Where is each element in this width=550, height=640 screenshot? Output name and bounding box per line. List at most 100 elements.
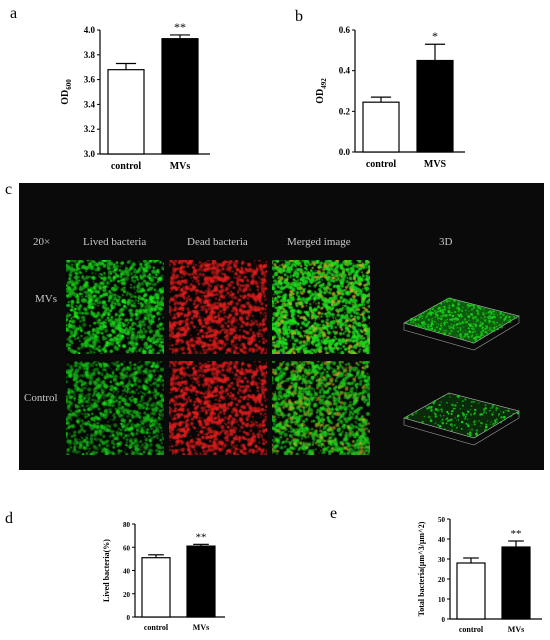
render-speck — [457, 418, 459, 420]
render-speck — [485, 412, 487, 414]
render-speck — [465, 330, 467, 332]
render-speck — [485, 312, 487, 314]
render-speck — [445, 316, 448, 318]
render-speck — [451, 326, 455, 330]
render-speck — [459, 313, 462, 317]
render-speck — [422, 311, 425, 314]
render-speck — [485, 326, 489, 329]
render-speck — [460, 428, 463, 430]
render-speck — [506, 315, 508, 317]
render-speck — [504, 409, 507, 412]
render-speck — [472, 421, 475, 424]
render-speck — [445, 321, 449, 324]
render-speck — [446, 417, 449, 420]
category-label: MVs — [170, 161, 191, 172]
y-tick-label: 20 — [123, 591, 131, 599]
y-axis-label-main: OD — [315, 89, 326, 104]
render-speck — [417, 325, 419, 328]
render-speck — [443, 321, 446, 325]
render-speck — [453, 424, 456, 426]
significance-marker: ** — [174, 20, 186, 34]
render-speck — [479, 307, 482, 310]
render-speck — [497, 415, 499, 417]
render-speck — [463, 318, 467, 321]
render-speck — [475, 318, 479, 321]
render-speck — [456, 335, 458, 337]
render-speck — [438, 425, 442, 428]
render-speck — [469, 408, 472, 411]
y-axis-label-main: Lived bacteria(%) — [102, 539, 111, 602]
render-speck — [453, 318, 456, 320]
render-speck — [499, 311, 503, 315]
render-speck — [436, 408, 440, 412]
render-speck — [452, 303, 454, 305]
render-speck — [451, 304, 455, 307]
bar-mvs — [186, 545, 216, 618]
panel-letter-d: d — [5, 510, 13, 527]
render-speck — [412, 320, 415, 324]
render-speck — [424, 406, 426, 408]
render-speck — [491, 404, 495, 408]
render-speck — [488, 329, 491, 332]
render-speck — [472, 328, 475, 331]
render-speck — [448, 306, 451, 309]
render-speck — [414, 324, 418, 327]
render-speck — [491, 413, 494, 416]
render-speck — [431, 319, 433, 321]
render-speck — [502, 411, 505, 414]
chart-e-total-bacteria: 0 10 20 30 40 50 Total bacteria(μm^3/μm^2) cont… — [417, 516, 542, 634]
y-tick-label: 3.8 — [84, 50, 96, 60]
render-speck — [444, 329, 448, 333]
render-speck — [451, 425, 454, 428]
render-speck — [433, 323, 435, 325]
render-speck — [443, 301, 445, 303]
render-speck — [490, 421, 492, 423]
render-speck — [483, 411, 486, 414]
render-speck — [427, 325, 430, 329]
panel-letter-a: a — [10, 5, 18, 22]
render-speck — [468, 323, 471, 326]
render-speck — [456, 323, 459, 326]
chart-b-od492: 0.0 0.2 0.4 0.6 OD492 control MVS * — [315, 25, 465, 170]
render-speck — [434, 413, 437, 416]
render-speck — [483, 311, 485, 313]
row-label-control: Control — [24, 392, 58, 404]
render-speck — [488, 409, 491, 412]
chart-d-lived-bacteria: 0 20 40 60 80 Lived bacteria(%) control MVs ** — [102, 521, 225, 632]
render-speck — [461, 309, 464, 313]
render-speck — [450, 323, 453, 325]
render-speck — [496, 314, 499, 316]
render-speck — [483, 307, 486, 310]
render-surface — [403, 392, 520, 439]
render-speck — [471, 424, 473, 426]
render-speck — [435, 322, 438, 325]
render-speck — [449, 423, 451, 426]
render-speck — [458, 321, 460, 323]
render-speck — [409, 318, 413, 322]
render-speck — [469, 413, 473, 416]
render-speck — [479, 321, 482, 324]
render-speck — [451, 311, 453, 314]
render-speck — [482, 318, 484, 320]
render-speck — [498, 413, 501, 416]
render-speck — [448, 419, 450, 421]
render-speck — [440, 420, 442, 422]
render-speck — [454, 404, 457, 407]
render-speck — [455, 427, 457, 429]
render-speck — [456, 426, 458, 428]
render-speck — [500, 325, 503, 329]
render-speck — [472, 306, 476, 310]
y-tick-label: 30 — [438, 556, 446, 564]
render-speck — [430, 406, 432, 408]
render-speck — [461, 400, 464, 403]
render-speck — [481, 422, 484, 425]
render-speck — [435, 422, 437, 424]
render-speck — [495, 409, 498, 412]
render-speck — [456, 327, 459, 329]
render-speck — [484, 425, 488, 429]
bar-control — [456, 562, 486, 620]
y-axis-label-main: Total bacteria(μm^3/μm^2) — [417, 521, 426, 616]
render-speck — [512, 413, 515, 415]
render-speck — [425, 317, 427, 319]
render-speck — [431, 328, 434, 331]
